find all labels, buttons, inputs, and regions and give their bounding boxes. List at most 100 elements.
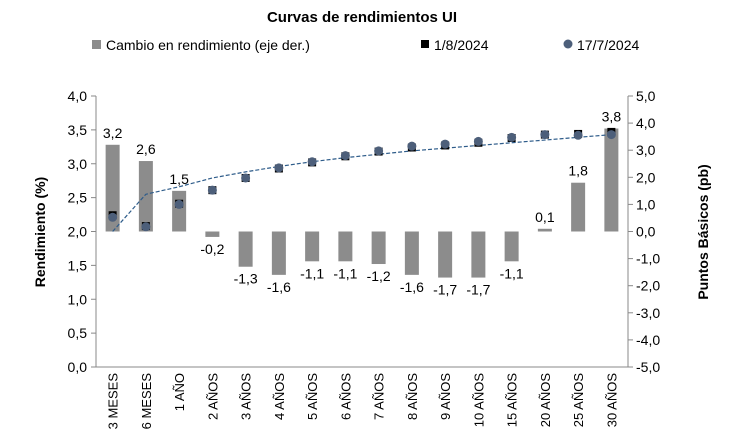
- left-tick-label: 3,0: [68, 156, 88, 172]
- marker-circle: [507, 132, 517, 142]
- marker-circle: [340, 151, 350, 161]
- left-tick-label: 0,5: [68, 325, 88, 341]
- marker-circle: [374, 146, 384, 156]
- left-tick-label: 1,5: [68, 257, 88, 273]
- bar-data-label: -1,6: [267, 279, 291, 295]
- bar-data-label: 1,8: [568, 163, 588, 179]
- right-tick-label: 0,0: [636, 224, 656, 240]
- right-tick-label: 5,0: [636, 88, 656, 104]
- category-label: 6 AÑOS: [338, 373, 353, 420]
- bar: [371, 231, 386, 265]
- bar: [105, 144, 120, 232]
- bar: [338, 231, 353, 262]
- bar: [138, 161, 153, 232]
- bar: [537, 228, 552, 232]
- category-label: 9 AÑOS: [438, 373, 453, 420]
- bar-data-label: 0,1: [535, 209, 555, 225]
- category-label: 10 AÑOS: [471, 373, 486, 428]
- bar: [238, 231, 253, 267]
- legend-label-bar: Cambio en rendimiento (eje der.): [106, 37, 310, 53]
- right-tick-label: 2,0: [636, 169, 656, 185]
- bar-data-label: 2,6: [136, 141, 156, 157]
- category-label: 7 AÑOS: [372, 373, 387, 420]
- right-tick-label: 4,0: [636, 115, 656, 131]
- marker-circle: [473, 136, 483, 146]
- category-label: 4 AÑOS: [272, 373, 287, 420]
- bar: [504, 231, 519, 262]
- bar-data-label: -1,1: [500, 265, 524, 281]
- right-tick-label: -3,0: [636, 305, 660, 321]
- bar-data-label: -1,2: [367, 268, 391, 284]
- bar-data-label: -1,7: [466, 282, 490, 298]
- right-tick-label: -2,0: [636, 278, 660, 294]
- left-tick-label: 2,5: [68, 190, 88, 206]
- bar: [438, 231, 453, 278]
- marker-circle: [241, 173, 251, 183]
- category-label: 15 AÑOS: [505, 373, 520, 428]
- y2-axis-title: Puntos Básicos (pb): [695, 164, 711, 299]
- bar: [604, 128, 619, 232]
- bar: [305, 231, 320, 262]
- left-tick-label: 0,0: [68, 359, 88, 375]
- right-tick-label: 1,0: [636, 196, 656, 212]
- marker-circle: [606, 130, 616, 140]
- marker-circle: [407, 141, 417, 151]
- marker-circle: [440, 139, 450, 149]
- right-tick-label: -5,0: [636, 359, 660, 375]
- scatter-markers: [108, 127, 616, 232]
- category-label: 1 AÑO: [172, 373, 187, 411]
- marker-circle: [540, 130, 550, 140]
- right-tick-label: -1,0: [636, 251, 660, 267]
- bar-series: [105, 128, 619, 278]
- bar: [205, 231, 220, 237]
- category-label: 25 AÑOS: [571, 373, 586, 428]
- left-tick-label: 3,5: [68, 122, 88, 138]
- bar: [404, 231, 419, 275]
- left-tick-label: 2,0: [68, 224, 88, 240]
- y-axis-title: Rendimiento (%): [32, 177, 48, 287]
- category-labels: 3 MESES 6 MESES 1 AÑO 2 AÑOS 3 AÑOS 4 AÑOS 5 A…: [106, 373, 620, 430]
- category-label: 5 AÑOS: [305, 373, 320, 420]
- bar-data-label: 1,5: [169, 171, 189, 187]
- legend-label-square: 1/8/2024: [434, 37, 489, 53]
- left-tick-label: 4,0: [68, 88, 88, 104]
- category-label: 20 AÑOS: [538, 373, 553, 428]
- bar: [471, 231, 486, 278]
- category-label: 8 AÑOS: [405, 373, 420, 420]
- marker-circle: [274, 163, 284, 173]
- bar-data-label: -1,1: [300, 265, 324, 281]
- left-tick-label: 1,0: [68, 291, 88, 307]
- marker-circle: [141, 222, 151, 232]
- legend-label-circle: 17/7/2024: [577, 37, 639, 53]
- bar-data-label: -1,7: [433, 282, 457, 298]
- bar-data-label: 3,2: [103, 125, 123, 141]
- marker-circle: [307, 157, 317, 167]
- bar-data-label: -1,6: [400, 279, 424, 295]
- right-tick-label: 3,0: [636, 142, 656, 158]
- bar-data-label: -1,1: [333, 265, 357, 281]
- bar-data-label: -0,2: [200, 241, 224, 257]
- legend-swatch-circle: [563, 39, 573, 49]
- bar-data-labels: 3,2 2,6 1,5 -0,2 -1,3 -1,6 -1,1 -1,1 -1,2 -1,6 -1,…: [103, 109, 621, 298]
- category-label: 6 MESES: [139, 373, 154, 430]
- bar: [172, 190, 187, 232]
- legend: Cambio en rendimiento (eje der.) 1/8/202…: [92, 37, 639, 53]
- chart-title: Curvas de rendimientos UI: [267, 9, 457, 26]
- left-axis-ticks: 0,0 0,5 1,0 1,5 2,0 2,5 3,0 3,5 4,0: [68, 88, 96, 375]
- bar-data-label: -1,3: [234, 271, 258, 287]
- legend-swatch-bar: [92, 40, 101, 49]
- right-tick-label: -4,0: [636, 332, 660, 348]
- category-label: 2 AÑOS: [205, 373, 220, 420]
- bar-data-label: 3,8: [602, 109, 622, 125]
- category-label: 3 MESES: [106, 373, 121, 430]
- marker-circle: [108, 212, 118, 222]
- marker-circle: [174, 199, 184, 209]
- legend-swatch-square: [421, 40, 429, 48]
- marker-circle: [207, 185, 217, 195]
- category-label: 30 AÑOS: [604, 373, 619, 428]
- category-label: 3 AÑOS: [239, 373, 254, 420]
- bar: [271, 231, 286, 275]
- marker-circle: [573, 130, 583, 140]
- right-axis-ticks: -5,0 -4,0 -3,0 -2,0 -1,0 0,0 1,0 2,0 3,0 4,0 5,0: [628, 88, 660, 375]
